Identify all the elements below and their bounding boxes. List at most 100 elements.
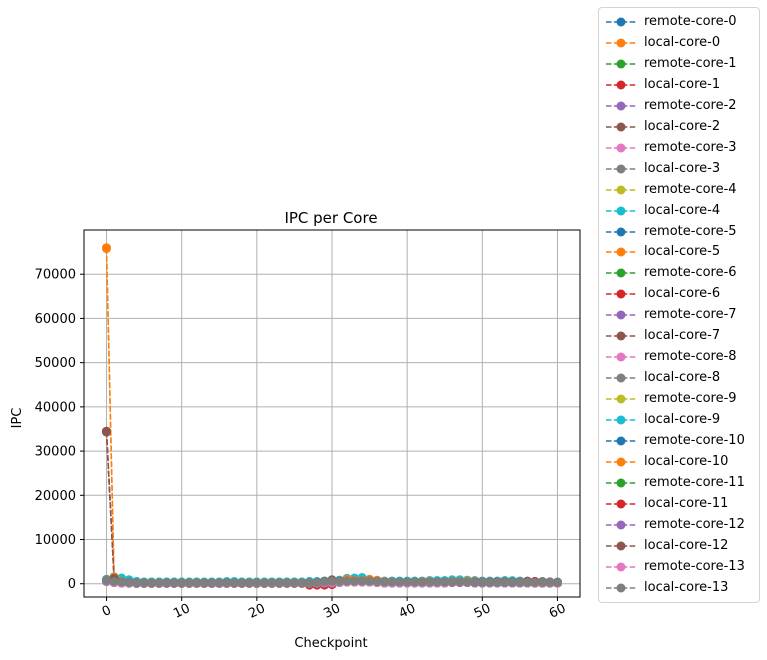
x-axis-label: Checkpoint [294, 636, 367, 651]
data-point [267, 578, 277, 588]
legend-swatch [606, 289, 636, 299]
data-point [507, 577, 517, 587]
data-point [139, 578, 149, 588]
legend-swatch [606, 436, 636, 446]
data-point [372, 577, 382, 586]
data-point [402, 577, 412, 587]
data-point [192, 578, 202, 588]
data-point [500, 577, 510, 587]
data-point [470, 577, 480, 587]
legend-swatch [606, 520, 636, 530]
legend-label: remote-core-10 [644, 433, 745, 448]
data-point [147, 578, 157, 588]
data-point [440, 577, 450, 587]
data-point [537, 577, 547, 587]
data-point [432, 577, 442, 587]
legend-item: local-core-3 [599, 159, 759, 179]
data-point [252, 578, 262, 588]
legend-swatch [606, 499, 636, 509]
series-layer [102, 243, 562, 590]
legend-swatch [606, 17, 636, 27]
y-tick-label: 50000 [35, 356, 76, 371]
legend-label: remote-core-2 [644, 97, 737, 113]
data-point [530, 577, 540, 587]
legend-label: local-core-13 [644, 579, 729, 595]
legend-item: remote-core-0 [599, 12, 759, 32]
data-point [342, 576, 352, 586]
legend-swatch [606, 373, 636, 383]
legend-swatch [606, 562, 636, 572]
data-point [237, 578, 247, 588]
legend-swatch [606, 331, 636, 341]
legend-item: remote-core-12 [599, 515, 759, 535]
legend-label: remote-core-12 [644, 516, 745, 532]
axis-ticks: 0 10 20 30 40 50 60 0 10000 20000 30000 40000 50000 6… [35, 268, 569, 622]
legend-label: remote-core-9 [644, 391, 737, 407]
legend-item: remote-core-1 [599, 54, 759, 74]
data-point [274, 578, 284, 588]
y-tick-label: 30000 [35, 445, 76, 460]
legend-swatch [606, 122, 636, 132]
legend-item: remote-core-2 [599, 96, 759, 116]
legend-swatch [606, 541, 636, 551]
legend-label: remote-core-0 [644, 14, 737, 29]
legend: remote-core-0 local-core-0 remote-core-1 lo… [598, 7, 760, 603]
legend-swatch [606, 415, 636, 425]
data-point [545, 577, 555, 587]
data-point [350, 576, 359, 586]
legend-label: remote-core-5 [644, 223, 737, 239]
y-tick-label: 10000 [35, 533, 76, 548]
legend-item: local-core-7 [599, 326, 759, 346]
data-point [244, 578, 254, 588]
data-point [229, 578, 239, 588]
x-tick-label: 50 [472, 601, 493, 622]
data-point [305, 578, 314, 588]
legend-label: local-core-9 [644, 412, 721, 428]
legend-label: remote-core-8 [644, 349, 737, 365]
x-tick-label: 20 [246, 601, 267, 622]
data-point [395, 577, 405, 587]
legend-label: local-core-4 [644, 202, 721, 218]
x-tick-label: 0 [100, 603, 114, 620]
legend-swatch [606, 247, 636, 257]
legend-item: local-core-1 [599, 75, 759, 95]
chart-title: IPC per Core [284, 209, 377, 227]
data-point [485, 577, 495, 587]
y-tick-label: 20000 [35, 489, 76, 504]
legend-swatch [606, 59, 636, 69]
data-point [132, 578, 142, 588]
legend-swatch [606, 227, 636, 236]
legend-item: local-core-6 [599, 284, 759, 304]
legend-label: local-core-11 [644, 495, 729, 511]
legend-item: remote-core-3 [599, 138, 759, 158]
data-point [102, 427, 111, 437]
data-point [282, 578, 292, 588]
legend-item: local-core-8 [599, 368, 759, 388]
data-point [199, 578, 209, 588]
data-point [417, 577, 427, 587]
series-local-core-13 [102, 576, 562, 588]
data-point [124, 577, 134, 587]
data-point [553, 577, 562, 587]
legend-swatch [606, 164, 636, 174]
legend-item: remote-core-11 [599, 473, 759, 493]
data-point [515, 577, 525, 587]
legend-label: local-core-12 [644, 537, 729, 553]
legend-swatch [606, 80, 636, 90]
legend-item: remote-core-13 [599, 557, 759, 577]
legend-label: remote-core-4 [644, 181, 737, 197]
x-tick-label: 10 [171, 601, 192, 622]
legend-item: local-core-12 [599, 536, 759, 556]
data-point [455, 577, 465, 587]
data-point [522, 577, 532, 587]
legend-swatch [606, 478, 636, 488]
data-point [169, 578, 179, 588]
legend-item: remote-core-6 [599, 263, 759, 283]
data-point [380, 577, 390, 587]
legend-item: remote-core-5 [599, 222, 759, 242]
data-point [410, 577, 420, 587]
legend-label: local-core-8 [644, 370, 721, 386]
data-point [184, 578, 194, 588]
legend-label: local-core-3 [644, 160, 721, 176]
